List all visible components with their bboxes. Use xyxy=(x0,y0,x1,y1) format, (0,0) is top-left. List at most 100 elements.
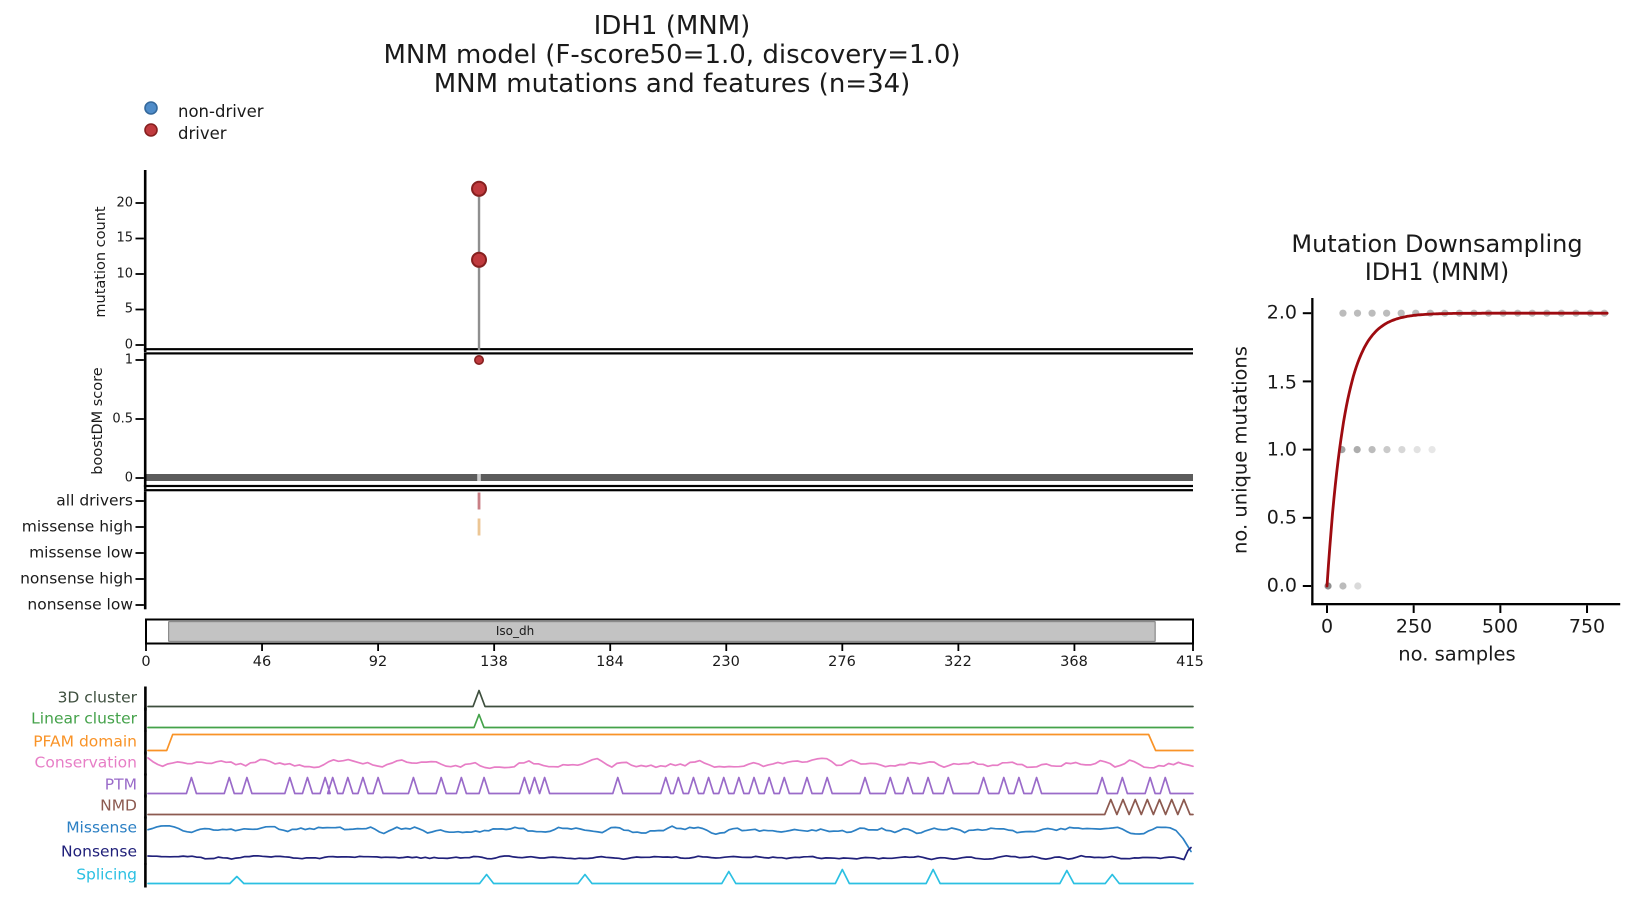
classification-tick xyxy=(477,518,481,536)
needle-ytick: 20 xyxy=(116,195,133,211)
boostdm-nondriver-band xyxy=(146,474,1193,481)
feature-label-splicing: Splicing xyxy=(76,865,137,884)
track-row-label-missense-high: missense high xyxy=(21,517,133,536)
legend-marker-nondriver xyxy=(144,101,158,115)
feature-track-spine xyxy=(144,707,147,732)
figure-title-line3: MNM mutations and features (n=34) xyxy=(433,69,911,99)
downsampling-xtick: 0 xyxy=(1320,615,1334,638)
feature-track-line-linear-cluster xyxy=(147,713,1194,729)
downsampling-title-line1: Mutation Downsampling xyxy=(1291,230,1583,258)
feature-track-line-pfam-domain xyxy=(147,733,1194,752)
needle-ylabel: mutation count xyxy=(92,206,109,318)
downsampling-curve xyxy=(1325,311,1609,588)
downsampling-dot xyxy=(1354,582,1362,590)
classification-tick xyxy=(477,492,481,510)
x-tick-label: 0 xyxy=(141,653,151,670)
track-row-label-missense-low: missense low xyxy=(29,543,133,562)
needle-ytick: 0 xyxy=(124,337,133,353)
needle-bottom-spine xyxy=(143,348,1193,351)
figure-title-line2: MNM model (F-score50=1.0, discovery=1.0) xyxy=(383,40,961,70)
downsampling-dot xyxy=(1383,446,1391,454)
feature-track-line-conservation xyxy=(147,757,1194,770)
downsampling-ytick: 0.5 xyxy=(1266,506,1297,529)
downsampling-xtick: 500 xyxy=(1481,615,1519,638)
feature-label-nonsense: Nonsense xyxy=(61,842,137,861)
feature-track-line-nmd xyxy=(147,798,1194,816)
downsampling-dot xyxy=(1353,446,1361,454)
downsampling-dot xyxy=(1368,309,1376,317)
feature-track-spine xyxy=(144,816,147,841)
feature-label-conservation: Conservation xyxy=(34,753,137,772)
downsampling-dot xyxy=(1339,582,1347,590)
boostdm-band-highlight xyxy=(477,474,481,481)
boostdm-ytick: 0.5 xyxy=(112,411,133,427)
feature-label-missense: Missense xyxy=(66,818,137,837)
feature-track-line-nonsense xyxy=(147,846,1192,861)
downsampling-ytick: 0.0 xyxy=(1266,574,1297,597)
boostdm-left-spine xyxy=(143,354,147,490)
x-tick-label: 368 xyxy=(1060,653,1088,670)
feature-track-line-3d-cluster xyxy=(147,689,1194,708)
downsampling-dot xyxy=(1368,446,1376,454)
feature-track-spine xyxy=(144,751,147,776)
feature-label-3d-cluster: 3D cluster xyxy=(57,688,137,707)
x-tick-label: 415 xyxy=(1176,653,1204,670)
needle-driver-dot xyxy=(471,180,488,197)
needle-left-spine xyxy=(143,170,147,352)
x-tick-label: 92 xyxy=(368,653,388,670)
downsampling-dot xyxy=(1413,446,1421,454)
feature-label-linear-cluster: Linear cluster xyxy=(31,709,137,728)
domain-bar-segment xyxy=(168,621,1156,642)
downsampling-xtick: 750 xyxy=(1568,615,1606,638)
x-tick-label: 230 xyxy=(712,653,740,670)
needle-ytick: 15 xyxy=(116,230,133,246)
tracks-top-spine xyxy=(143,489,1193,492)
needle-ytick: 5 xyxy=(124,301,133,317)
downsampling-dot xyxy=(1398,446,1406,454)
domain-label: Iso_dh xyxy=(495,624,535,638)
x-tick-label: 184 xyxy=(596,653,624,670)
legend-label-nondriver: non-driver xyxy=(178,102,264,121)
needle-driver-dot xyxy=(471,251,488,268)
downsampling-dot xyxy=(1383,309,1391,317)
legend-marker-driver xyxy=(144,123,158,137)
boostdm-ytick: 1 xyxy=(124,352,133,368)
boostdm-bottom-spine xyxy=(143,484,1193,488)
boostdm-top-spine xyxy=(143,352,1193,355)
feature-track-line-ptm xyxy=(147,776,1194,795)
track-row-label-nonsense-low: nonsense low xyxy=(27,595,133,614)
downsampling-ytick: 1.0 xyxy=(1266,438,1297,461)
track-row-label-all-drivers: all drivers xyxy=(56,491,133,510)
downsampling-ylabel: no. unique mutations xyxy=(1228,346,1252,554)
feature-track-line-splicing xyxy=(147,868,1194,885)
x-tick-label: 322 xyxy=(944,653,972,670)
x-tick-label: 276 xyxy=(828,653,856,670)
feature-track-spine xyxy=(144,773,147,798)
track-row-label-nonsense-high: nonsense high xyxy=(20,569,133,588)
boostdm-ylabel: boostDM score xyxy=(89,367,106,475)
feature-track-spine xyxy=(144,863,147,888)
boostdm-ytick: 0 xyxy=(124,470,133,486)
feature-track-spine xyxy=(144,686,147,711)
downsampling-bottom-spine xyxy=(1311,603,1621,606)
boostdm-driver-dot xyxy=(474,354,485,365)
needle-ytick: 10 xyxy=(116,266,133,282)
downsampling-dot xyxy=(1353,309,1362,317)
feature-track-spine xyxy=(144,794,147,819)
legend-label-driver: driver xyxy=(178,124,227,143)
downsampling-left-spine xyxy=(1311,298,1314,606)
feature-track-spine xyxy=(144,730,147,755)
tracks-left-spine xyxy=(143,491,147,610)
downsampling-ytick: 2.0 xyxy=(1266,301,1297,324)
downsampling-dot xyxy=(1428,446,1436,454)
feature-label-ptm: PTM xyxy=(104,775,137,794)
downsampling-dot xyxy=(1339,309,1347,317)
figure-title-line1: IDH1 (MNM) xyxy=(593,11,751,41)
feature-track-line-missense xyxy=(147,824,1192,853)
downsampling-title-line2: IDH1 (MNM) xyxy=(1364,258,1510,286)
feature-label-pfam-domain: PFAM domain xyxy=(33,732,137,751)
downsampling-ytick: 1.5 xyxy=(1266,371,1297,394)
x-tick-label: 46 xyxy=(252,653,272,670)
